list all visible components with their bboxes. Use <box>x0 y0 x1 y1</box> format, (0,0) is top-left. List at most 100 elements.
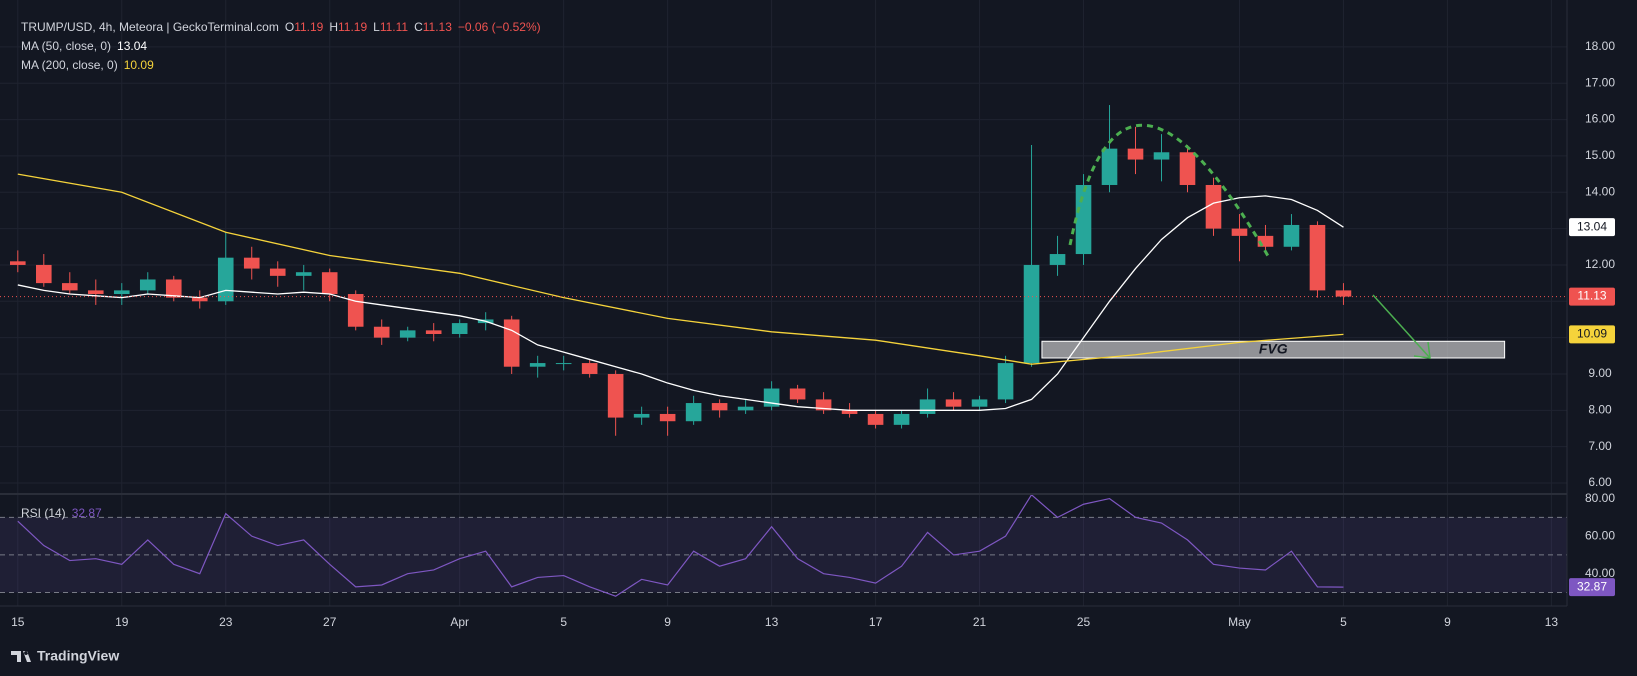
candle-body <box>789 388 806 400</box>
candle-body <box>659 413 676 422</box>
price-badge-label: 13.04 <box>1577 219 1607 233</box>
x-tick-label: 9 <box>1444 615 1451 629</box>
price-badge-label: 10.09 <box>1577 327 1607 341</box>
x-tick-label: 17 <box>869 615 883 629</box>
rsi-tick-label: 60.00 <box>1585 528 1615 542</box>
candle-body <box>373 326 390 338</box>
candle-body <box>191 297 208 302</box>
ma-line <box>17 173 1344 365</box>
x-tick-label: 25 <box>1077 615 1091 629</box>
candle-body <box>945 399 962 407</box>
ohlc-label: C <box>414 20 423 34</box>
legend-name: MA (200, close, 0) <box>21 58 118 72</box>
y-tick-label: 14.00 <box>1585 184 1615 198</box>
candle-body <box>633 413 650 418</box>
ohlc-label: H <box>329 20 338 34</box>
overlay: 13.04 11.13 10.09 32.87 <box>1569 218 1615 597</box>
candle-body <box>971 399 988 407</box>
legend-name: RSI (14) <box>21 506 66 520</box>
candle-body <box>399 330 416 338</box>
legend-ma200: MA (200, close, 0) 10.09 <box>21 58 154 72</box>
y-tick-label: 6.00 <box>1588 475 1612 489</box>
y-tick-label: 7.00 <box>1588 439 1612 453</box>
ohlc-value: 11.13 <box>423 20 452 34</box>
candle-body <box>1257 235 1274 247</box>
candle-body <box>295 272 312 276</box>
rsi-tick-label: 40.00 <box>1585 566 1615 580</box>
candle-body <box>1023 264 1040 364</box>
candle-body <box>321 272 338 295</box>
price-badge <box>1569 218 1615 237</box>
candle-body <box>269 268 286 276</box>
y-tick-label: 16.00 <box>1585 112 1615 126</box>
price-badge-label: 32.87 <box>1577 579 1607 593</box>
candle-body <box>1309 224 1326 291</box>
candle-body <box>893 413 910 425</box>
brand: TradingView <box>37 648 119 664</box>
legend-name: MA (50, close, 0) <box>21 39 111 53</box>
y-tick-label: 9.00 <box>1588 366 1612 380</box>
candle-body <box>217 257 234 302</box>
ohlc-value: 11.19 <box>338 20 367 34</box>
candle-body <box>1205 184 1222 229</box>
candle-body <box>451 323 468 334</box>
rsi-tick-label: 80.00 <box>1585 491 1615 505</box>
x-tick-label: 13 <box>765 615 779 629</box>
x-tick-label: 19 <box>115 615 129 629</box>
candle-body <box>1075 184 1092 255</box>
ohlc-value: 11.19 <box>294 20 323 34</box>
candle-body <box>867 413 884 425</box>
candle-body <box>113 290 130 295</box>
ohlc-label: L <box>373 20 380 34</box>
legend-value: 10.09 <box>124 58 154 72</box>
fvg-box <box>1041 340 1506 359</box>
candle-body <box>1101 148 1118 185</box>
y-tick-label: 15.00 <box>1585 148 1615 162</box>
ohlc-label: O <box>285 20 294 34</box>
candle-body <box>1231 228 1248 236</box>
arrow-head <box>1413 341 1431 359</box>
y-tick-label: 12.00 <box>1585 257 1615 271</box>
candle-body <box>841 410 858 414</box>
legend-ma50: MA (50, close, 0) 13.04 <box>21 39 147 53</box>
candle-body <box>1127 148 1144 160</box>
candle-body <box>685 403 702 422</box>
candle-body <box>1335 290 1352 297</box>
legend-rsi: RSI (14) 32.87 <box>21 506 102 520</box>
x-tick-label: 5 <box>560 615 567 629</box>
price-badge-label: 11.13 <box>1577 289 1606 303</box>
candle-body <box>815 399 832 411</box>
legend-value: 13.04 <box>117 39 147 53</box>
x-tick-label: 13 <box>1545 615 1559 629</box>
x-tick-label: 21 <box>973 615 987 629</box>
candle-body <box>425 330 442 334</box>
legend-value: 32.87 <box>72 506 102 520</box>
marks: FVG <box>0 105 1567 597</box>
candle-body <box>581 363 598 374</box>
candle-body <box>87 290 104 295</box>
candle-body <box>347 294 364 327</box>
candle-body <box>503 319 520 367</box>
candle-body <box>529 363 546 367</box>
y-tick-label: 8.00 <box>1588 402 1612 416</box>
candle-body <box>997 363 1014 400</box>
price-badge <box>1569 325 1615 344</box>
candle-body <box>711 403 728 411</box>
header: TRUMP/USD, 4h, Meteora | GeckoTerminal.c… <box>21 20 541 34</box>
x-tick-label: Apr <box>450 615 469 629</box>
candle-body <box>1283 224 1300 247</box>
arrow-line <box>1372 294 1431 359</box>
candle-body <box>243 257 260 269</box>
x-tick-label: May <box>1228 615 1251 629</box>
candle-body <box>35 264 52 284</box>
candle-body <box>919 399 936 414</box>
candle-body <box>555 363 572 365</box>
change: −0.06 (−0.52%) <box>458 20 541 34</box>
brand-logo <box>11 651 31 662</box>
y-tick-label: 17.00 <box>1585 75 1615 89</box>
candle-body <box>1049 254 1066 265</box>
rsi-line <box>17 493 1344 597</box>
y-tick-label: 18.00 <box>1585 39 1615 53</box>
